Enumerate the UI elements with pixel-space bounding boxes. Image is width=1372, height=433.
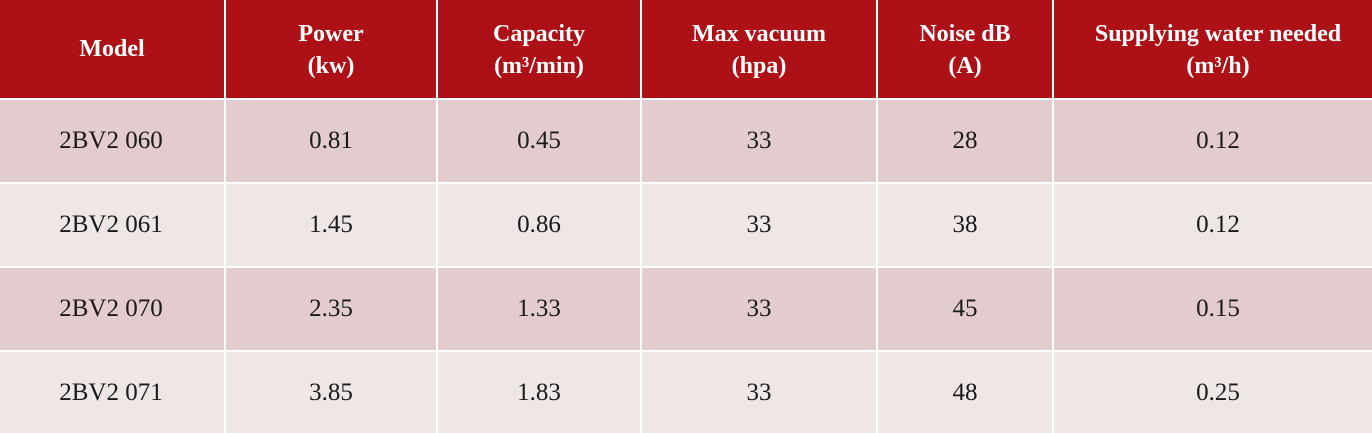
header-power-label: Power	[298, 20, 364, 47]
header-noise-unit: (A)	[948, 52, 982, 79]
header-noise-label: Noise dB	[919, 20, 1011, 47]
header-max-vacuum-label: Max vacuum	[692, 20, 826, 47]
table-cell-water-supply: 0.12	[1054, 100, 1372, 182]
table-cell-power: 0.81	[226, 100, 436, 182]
header-water-supply-unit: (m³/h)	[1186, 52, 1250, 79]
table-cell-noise: 28	[878, 100, 1052, 182]
table-cell-model: 2BV2 071	[0, 352, 224, 433]
header-max-vacuum-unit: (hpa)	[731, 52, 787, 79]
table-cell-max-vacuum: 33	[642, 268, 876, 350]
table-cell-water-supply: 0.12	[1054, 184, 1372, 266]
table-cell-noise: 45	[878, 268, 1052, 350]
table-cell-water-supply: 0.25	[1054, 352, 1372, 433]
header-max-vacuum: Max vacuum (hpa)	[642, 0, 876, 98]
header-capacity: Capacity (m³/min)	[438, 0, 640, 98]
table-cell-model: 2BV2 060	[0, 100, 224, 182]
table-cell-model: 2BV2 070	[0, 268, 224, 350]
header-power-unit: (kw)	[307, 52, 355, 79]
table-cell-max-vacuum: 33	[642, 352, 876, 433]
table-cell-water-supply: 0.15	[1054, 268, 1372, 350]
header-noise: Noise dB (A)	[878, 0, 1052, 98]
table-cell-capacity: 0.45	[438, 100, 640, 182]
table-cell-capacity: 1.83	[438, 352, 640, 433]
header-model: Model	[0, 0, 224, 98]
header-capacity-unit: (m³/min)	[494, 52, 584, 79]
table-cell-max-vacuum: 33	[642, 184, 876, 266]
table-cell-capacity: 1.33	[438, 268, 640, 350]
table-cell-power: 2.35	[226, 268, 436, 350]
header-water-supply: Supplying water needed (m³/h)	[1054, 0, 1372, 98]
header-model-label: Model	[79, 36, 145, 62]
header-capacity-label: Capacity	[493, 20, 585, 47]
header-power: Power (kw)	[226, 0, 436, 98]
table-cell-model: 2BV2 061	[0, 184, 224, 266]
table-cell-noise: 48	[878, 352, 1052, 433]
table-cell-power: 3.85	[226, 352, 436, 433]
table-cell-noise: 38	[878, 184, 1052, 266]
table-cell-capacity: 0.86	[438, 184, 640, 266]
header-water-supply-label: Supplying water needed	[1094, 20, 1342, 47]
table-cell-max-vacuum: 33	[642, 100, 876, 182]
table-cell-power: 1.45	[226, 184, 436, 266]
